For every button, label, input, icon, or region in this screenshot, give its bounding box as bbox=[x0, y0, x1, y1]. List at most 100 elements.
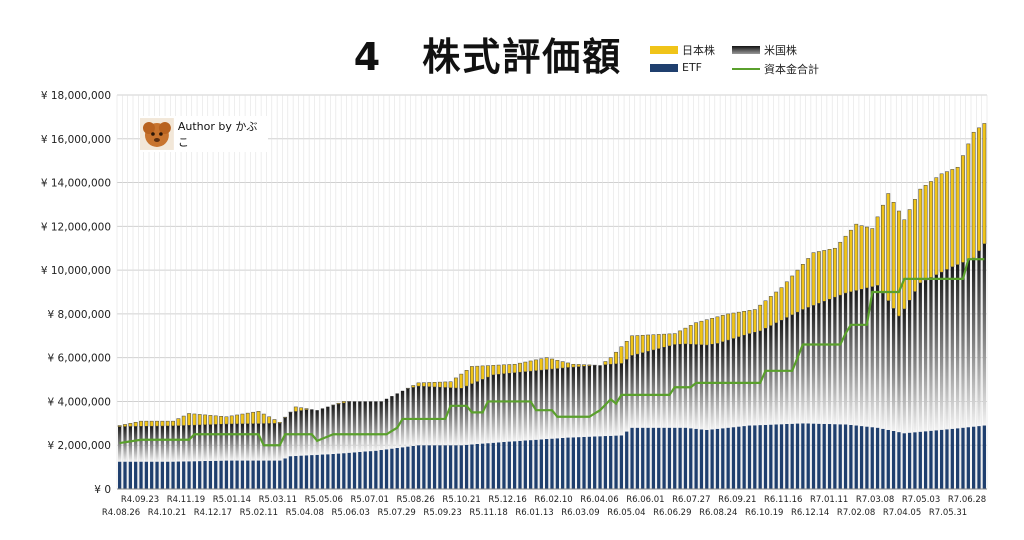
bar-us bbox=[384, 398, 389, 450]
bar-etf bbox=[619, 435, 624, 489]
bar-japan bbox=[534, 359, 538, 371]
bar-us bbox=[651, 350, 656, 428]
bar-us bbox=[224, 424, 229, 461]
bar-us bbox=[699, 344, 704, 430]
bar-etf bbox=[256, 460, 261, 489]
bar-japan bbox=[774, 291, 779, 324]
bar-japan bbox=[923, 185, 928, 281]
bar-etf bbox=[144, 461, 149, 489]
bar-japan bbox=[795, 269, 800, 313]
bar-us bbox=[854, 290, 858, 426]
bar-etf bbox=[208, 460, 213, 489]
legend-label-capital: 資本金合計 bbox=[764, 63, 819, 76]
x-tick-label-bottom: R5.07.29 bbox=[377, 508, 415, 518]
bar-us bbox=[859, 289, 864, 427]
y-tick-label: ¥ 6,000,000 bbox=[48, 353, 111, 365]
bar-etf bbox=[939, 429, 944, 489]
bar-etf bbox=[875, 427, 880, 489]
bar-japan bbox=[144, 420, 149, 427]
bar-japan bbox=[304, 408, 309, 410]
bar-us bbox=[304, 409, 309, 456]
x-tick-label-bottom: R5.11.18 bbox=[469, 508, 507, 518]
bar-japan bbox=[208, 415, 213, 425]
bar-etf bbox=[849, 424, 853, 489]
bar-etf bbox=[865, 426, 869, 489]
x-tick-label-top: R4.11.19 bbox=[167, 495, 205, 505]
bar-us bbox=[310, 409, 314, 456]
x-tick-label-bottom: R6.05.04 bbox=[607, 508, 645, 518]
bar-us bbox=[779, 320, 784, 425]
bar-japan bbox=[128, 423, 133, 427]
bar-japan bbox=[939, 173, 944, 273]
bar-japan bbox=[245, 412, 250, 425]
bar-etf bbox=[667, 427, 672, 489]
bar-etf bbox=[288, 456, 293, 489]
legend-swatch-capital bbox=[732, 68, 760, 70]
bar-etf bbox=[379, 450, 383, 489]
bar-etf bbox=[763, 424, 768, 489]
bar-etf bbox=[272, 460, 277, 489]
bar-etf bbox=[897, 432, 901, 489]
bar-us bbox=[838, 295, 842, 425]
bar-etf bbox=[923, 431, 928, 489]
bar-japan bbox=[699, 320, 704, 346]
bar-japan bbox=[197, 414, 202, 426]
y-tick-label: ¥ 14,000,000 bbox=[41, 178, 111, 190]
bar-etf bbox=[448, 445, 453, 489]
bar-etf bbox=[459, 445, 463, 489]
bar-us bbox=[144, 426, 149, 462]
bar-us bbox=[710, 344, 714, 430]
bar-us bbox=[833, 297, 837, 425]
bar-us bbox=[171, 425, 175, 462]
bar-japan bbox=[539, 358, 544, 371]
bar-etf bbox=[662, 427, 666, 489]
bar-etf bbox=[347, 452, 351, 489]
bar-etf bbox=[507, 441, 511, 489]
bar-etf bbox=[731, 427, 736, 489]
bar-etf bbox=[358, 451, 362, 489]
bar-us bbox=[550, 369, 554, 439]
bar-us bbox=[267, 423, 271, 461]
y-tick-label: ¥ 12,000,000 bbox=[41, 221, 111, 233]
bar-japan bbox=[299, 407, 304, 411]
bar-us bbox=[198, 424, 202, 462]
bar-japan bbox=[454, 377, 458, 389]
bar-japan bbox=[502, 364, 506, 375]
bar-etf bbox=[859, 426, 864, 489]
bar-us bbox=[619, 363, 624, 436]
bar-us bbox=[630, 355, 634, 428]
bar-etf bbox=[480, 443, 485, 489]
bar-us bbox=[571, 367, 576, 438]
bar-us bbox=[705, 345, 709, 430]
bar-us bbox=[641, 352, 645, 428]
bar-etf bbox=[913, 432, 917, 489]
legend-swatch-japan bbox=[650, 46, 678, 54]
bar-japan bbox=[256, 411, 261, 424]
bar-etf bbox=[950, 428, 954, 489]
bar-etf bbox=[384, 449, 389, 489]
bar-etf bbox=[283, 458, 287, 489]
bar-japan bbox=[528, 360, 533, 372]
bar-etf bbox=[689, 428, 693, 489]
bar-japan bbox=[731, 312, 736, 339]
bar-etf bbox=[577, 437, 581, 489]
bar-japan bbox=[913, 199, 917, 292]
x-tick-label-bottom: R6.10.19 bbox=[745, 508, 783, 518]
bar-japan bbox=[283, 416, 288, 419]
bar-etf bbox=[907, 432, 912, 489]
bar-us bbox=[160, 426, 165, 462]
bar-etf bbox=[235, 460, 239, 489]
bar-japan bbox=[934, 177, 939, 276]
bar-us bbox=[299, 410, 303, 456]
x-tick-label-top: R5.12.16 bbox=[488, 495, 526, 505]
bar-us bbox=[849, 291, 853, 425]
bar-japan bbox=[181, 415, 186, 426]
bar-etf bbox=[443, 445, 447, 489]
bar-us bbox=[555, 368, 559, 439]
bar-etf bbox=[561, 437, 565, 489]
bar-japan bbox=[560, 361, 565, 369]
bar-etf bbox=[230, 460, 234, 489]
bar-etf bbox=[352, 452, 357, 489]
bar-etf bbox=[966, 427, 970, 489]
bar-us bbox=[454, 388, 458, 446]
